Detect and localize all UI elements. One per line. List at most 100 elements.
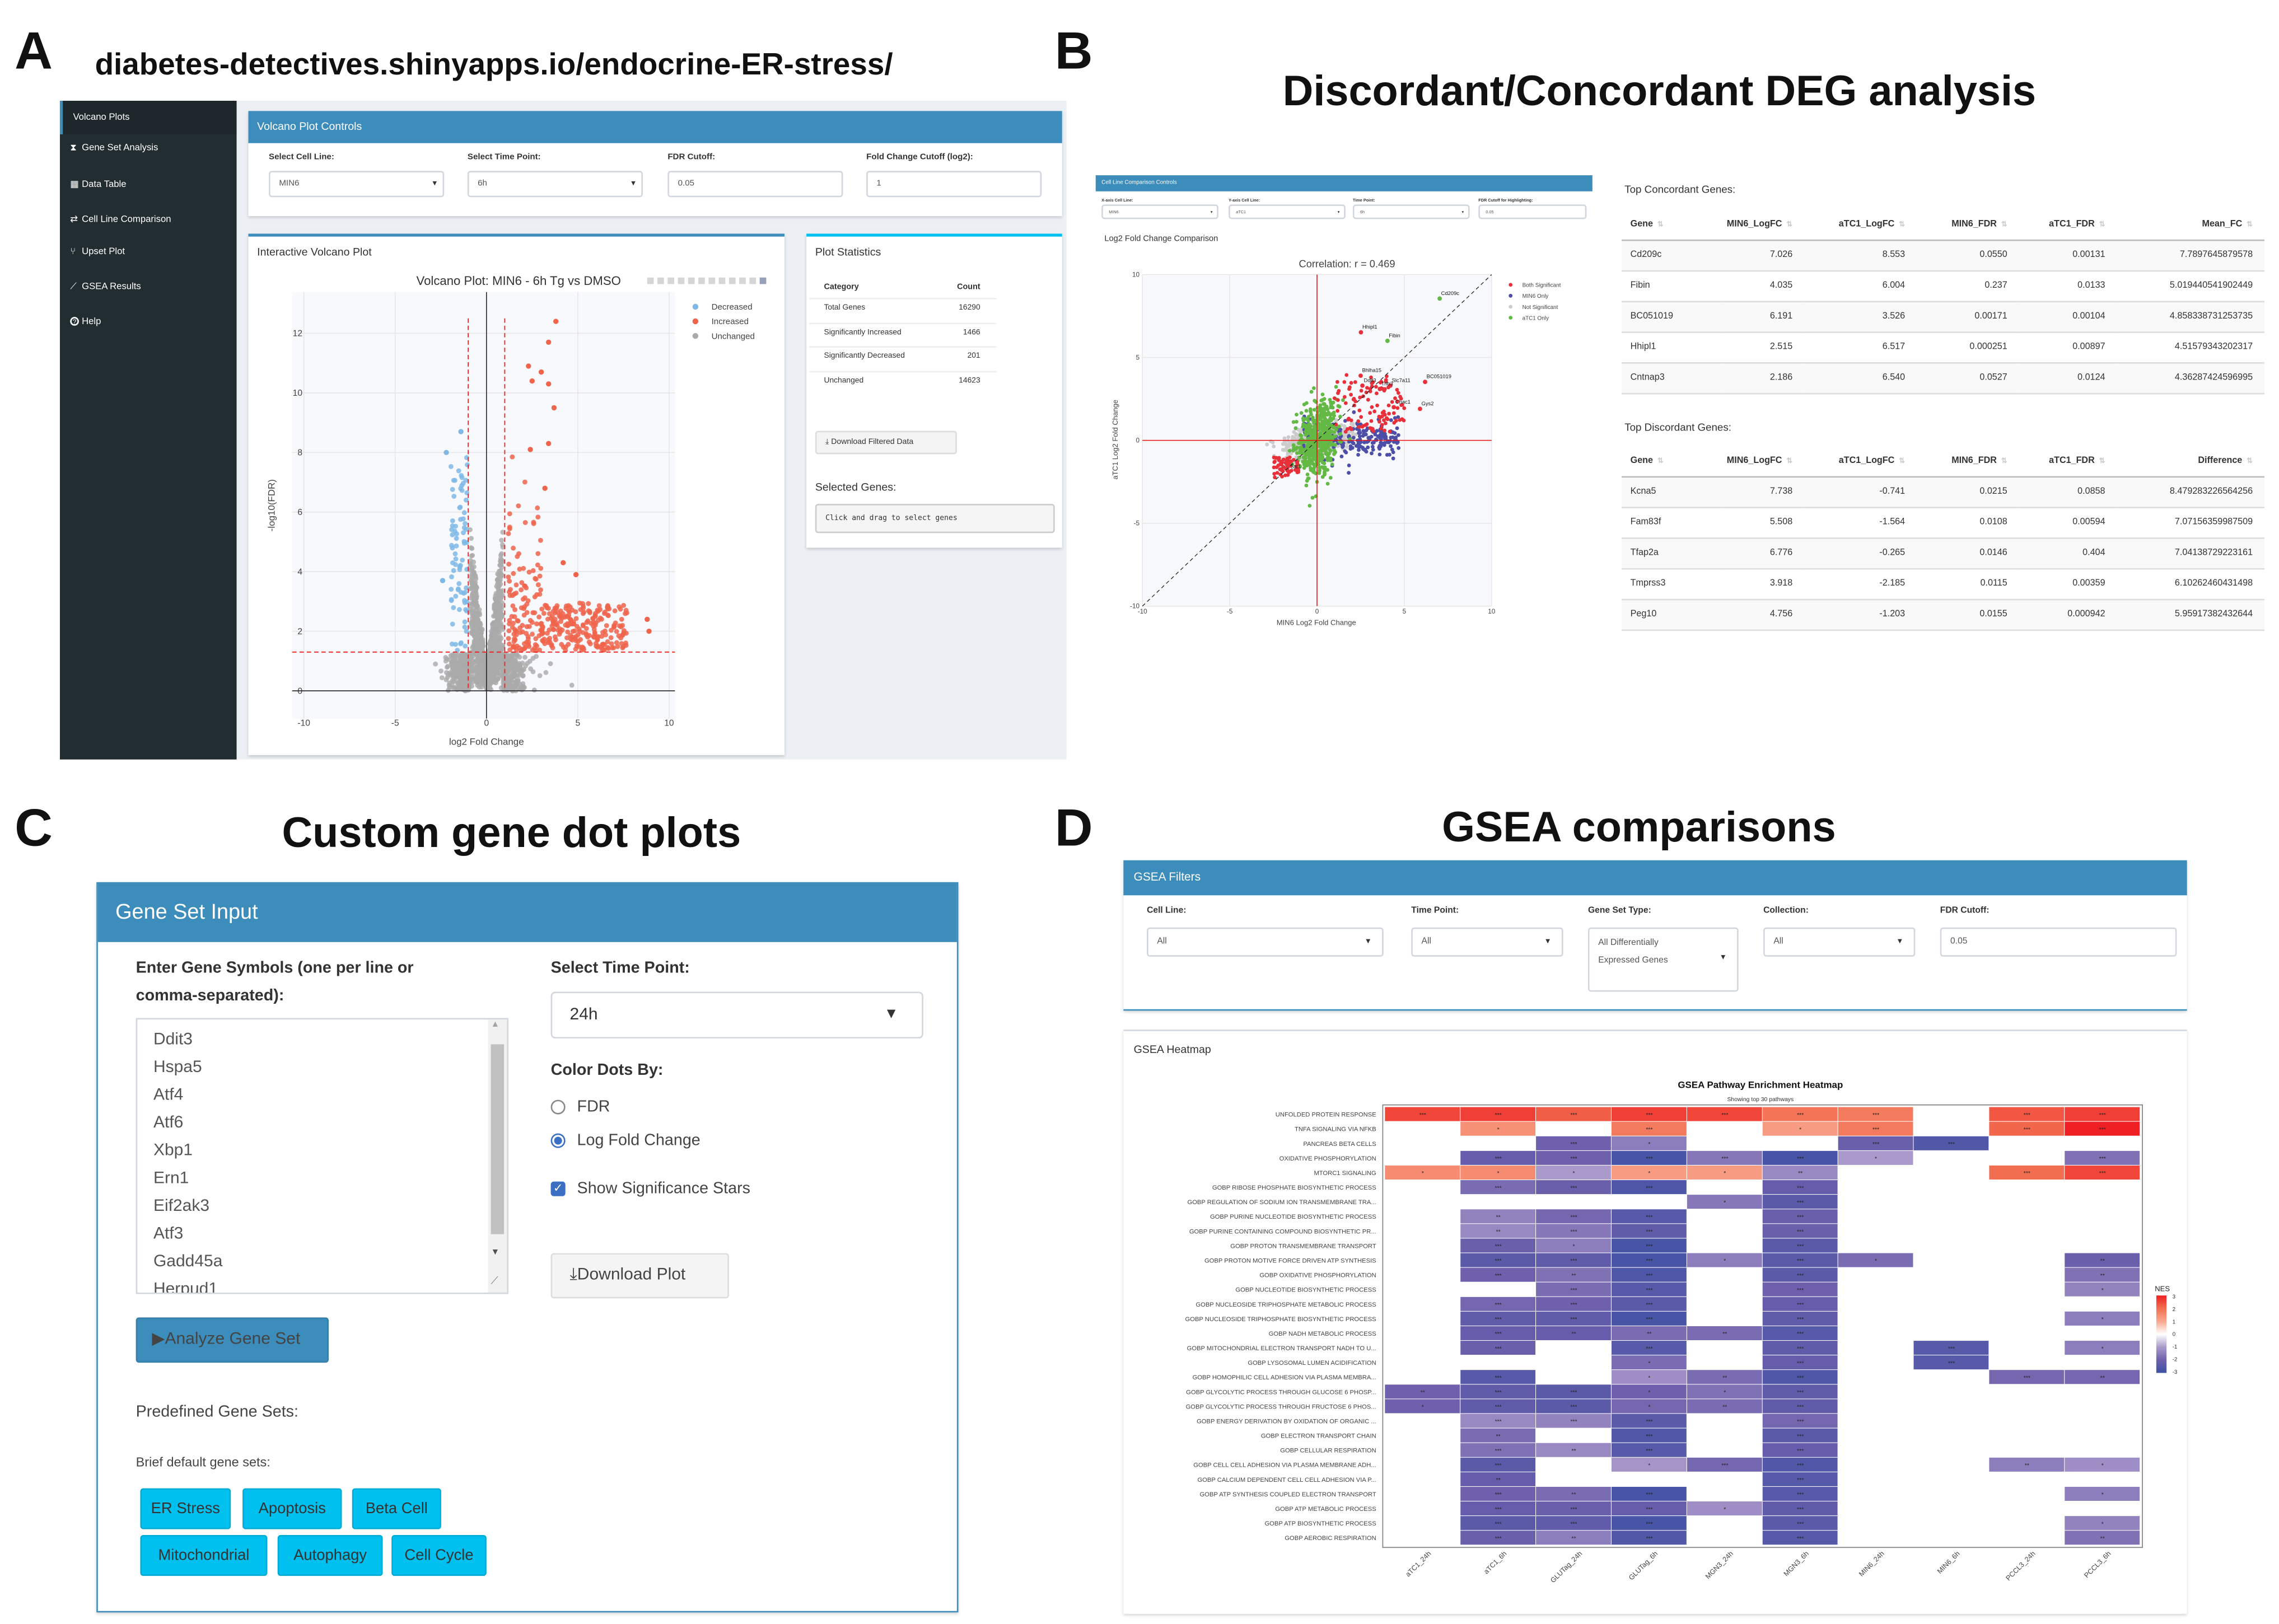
heatmap-cell	[1460, 1326, 1536, 1341]
volcano-point-decreased	[450, 545, 455, 551]
sort-icon[interactable]: ⇅	[1657, 456, 1664, 466]
scrollbar-thumb[interactable]	[491, 1044, 505, 1234]
gene-label: Bhlha15	[1362, 367, 1381, 373]
column-header[interactable]: aTC1_FDR ⇅	[2019, 209, 2117, 241]
sidebar-item-data-table[interactable]: ▦ Data Table	[60, 178, 237, 190]
sort-icon[interactable]: ⇅	[1899, 220, 1906, 229]
column-header[interactable]: aTC1_LogFC ⇅	[1804, 445, 1917, 477]
gene-set-button-apoptosis[interactable]: Apoptosis	[242, 1488, 342, 1529]
pathway-label: GOBP ATP BIOSYNTHETIC PROCESS	[1264, 1520, 1376, 1527]
textarea-scrollbar[interactable]: ▲ ▼ ⟋	[488, 1019, 507, 1293]
cell-line-select[interactable]: MIN6 ▾	[269, 171, 445, 198]
heatmap-cell	[2065, 1341, 2140, 1355]
x-axis-cell-line-select[interactable]: MIN6 ▾	[1101, 204, 1218, 219]
gene-set-button-beta-cell[interactable]: Beta Cell	[352, 1488, 441, 1529]
gsea-fdr-input[interactable]: 0.05	[1940, 927, 2177, 957]
sidebar-item-help[interactable]: ? Help	[60, 317, 237, 327]
column-header[interactable]: MIN6_LogFC ⇅	[1724, 445, 1805, 477]
point-atc1-only	[1338, 432, 1342, 436]
scroll-up-icon[interactable]: ▲	[491, 1021, 500, 1030]
table-row[interactable]: BC051019 6.191 3.526 0.00171 0.00104 4.858338…	[1621, 301, 2264, 333]
sidebar-item-gsea-results[interactable]: ⟋ GSEA Results	[60, 282, 237, 294]
highlight-fdr-input[interactable]: 0.05	[1478, 204, 1587, 219]
gene-symbols-textarea[interactable]: Ddit3 Hspa5 Atf4 Atf6 Xbp1 Ern1 Eif2ak3 Atf3 Gad…	[136, 1018, 508, 1294]
table-row[interactable]: Hhipl1 2.515 6.517 0.000251 0.00897 4.5157934…	[1621, 331, 2264, 363]
sort-icon[interactable]: ⇅	[2247, 456, 2253, 466]
column-header[interactable]: MIN6_FDR ⇅	[1917, 209, 2019, 241]
volcano-point-increased	[535, 582, 541, 588]
collection-select[interactable]: All ▾	[1763, 927, 1916, 957]
resize-handle-icon[interactable]: ⟋	[491, 1276, 498, 1287]
scroll-down-icon[interactable]: ▼	[491, 1248, 500, 1258]
column-header[interactable]: aTC1_LogFC ⇅	[1804, 209, 1917, 241]
column-header[interactable]: MIN6_LogFC ⇅	[1724, 209, 1805, 241]
volcano-point-increased	[514, 647, 519, 653]
significance-stars: ***	[1721, 1156, 1728, 1162]
table-row[interactable]: Peg10 4.756 -1.203 0.0155 0.000942 5.95917382…	[1621, 598, 2264, 630]
sort-icon[interactable]: ⇅	[2001, 456, 2007, 466]
column-header[interactable]: Gene ⇅	[1621, 445, 1724, 477]
download-plot-button[interactable]: ⤓Download Plot	[550, 1253, 729, 1299]
dot-time-point-select[interactable]: 24h ▼	[550, 991, 923, 1038]
heatmap-cell	[1611, 1341, 1687, 1355]
volcano-point-unchanged	[458, 656, 464, 662]
time-point-select[interactable]: 6h ▾	[467, 171, 643, 198]
heatmap-cell	[1536, 1399, 1611, 1414]
significance-stars: ***	[1797, 1214, 1804, 1220]
volcano-point-unchanged	[494, 600, 499, 605]
sidebar-item-cell-line-comparison[interactable]: ⇄ Cell Line Comparison	[60, 213, 237, 225]
radio-fdr[interactable]: FDR	[550, 1098, 610, 1116]
gene-set-button-cell-cycle[interactable]: Cell Cycle	[391, 1535, 487, 1576]
significance-stars: ***	[1948, 1141, 1955, 1148]
download-filtered-data-button[interactable]: ⤓ Download Filtered Data	[815, 430, 957, 455]
table-row[interactable]: Kcna5 7.738 -0.741 0.0215 0.0858 8.4792832265…	[1621, 476, 2264, 508]
volcano-plot[interactable]: Volcano Plot: MIN6 - 6h Tg vs DMSO -10 -5 0…	[249, 233, 785, 755]
sidebar-item-gene-set-analysis[interactable]: ⧗ Gene Set Analysis	[60, 143, 237, 155]
sort-icon[interactable]: ⇅	[2099, 220, 2105, 229]
gene-set-type-select[interactable]: All Differentially Expressed Genes ▾	[1587, 927, 1739, 992]
show-significance-stars-checkbox[interactable]: ✓ Show Significance Stars	[550, 1180, 750, 1197]
sort-icon[interactable]: ⇅	[1786, 220, 1793, 229]
column-header[interactable]: Mean_FC ⇅	[2117, 209, 2264, 241]
volcano-point-increased	[583, 626, 589, 631]
table-row[interactable]: Tfap2a 6.776 -0.265 0.0146 0.404 7.0413872922…	[1621, 537, 2264, 569]
volcano-point-unchanged	[449, 659, 455, 665]
gsea-cell-line-select[interactable]: All ▾	[1147, 927, 1384, 957]
sort-icon[interactable]: ⇅	[1899, 456, 1906, 466]
table-row[interactable]: Cd209c 7.026 8.553 0.0550 0.00131 7.789764587…	[1621, 239, 2264, 271]
heatmap-cell	[1611, 1121, 1687, 1136]
y-axis-cell-line-select[interactable]: aTC1 ▾	[1229, 204, 1346, 219]
gene-set-button-autophagy[interactable]: Autophagy	[277, 1535, 383, 1576]
heatmap-cell	[1611, 1224, 1687, 1238]
point-min6-only	[1347, 471, 1351, 475]
sidebar-item-upset-plot[interactable]: ⑂ Upset Plot	[60, 247, 237, 257]
sort-icon[interactable]: ⇅	[1786, 456, 1793, 466]
gene-set-button-er-stress[interactable]: ER Stress	[140, 1488, 231, 1529]
fdr-cutoff-input[interactable]: 0.05	[667, 171, 843, 198]
volcano-point-unchanged	[466, 682, 471, 687]
table-row[interactable]: Cntnap3 2.186 6.540 0.0527 0.0124 4.362874245…	[1621, 362, 2264, 394]
table-row[interactable]: Tmprss3 3.918 -2.185 0.0115 0.00359 6.1026246…	[1621, 568, 2264, 600]
gsea-time-point-select[interactable]: All ▾	[1411, 927, 1563, 957]
sort-icon[interactable]: ⇅	[2247, 220, 2253, 229]
volcano-point-unchanged	[491, 620, 497, 625]
table-row[interactable]: Fam83f 5.508 -1.564 0.0108 0.00594 7.07156359…	[1621, 507, 2264, 539]
column-header[interactable]: Difference ⇅	[2117, 445, 2264, 477]
sort-icon[interactable]: ⇅	[2001, 220, 2007, 229]
gene-set-button-mitochondrial[interactable]: Mitochondrial	[140, 1535, 268, 1576]
column-header[interactable]: Gene ⇅	[1621, 209, 1724, 241]
column-header[interactable]: aTC1_FDR ⇅	[2019, 445, 2117, 477]
table-cell: -1.564	[1804, 507, 1917, 539]
analyze-gene-set-button[interactable]: ▶Analyze Gene Set	[136, 1317, 329, 1363]
fold-change-cutoff-input[interactable]: 1	[866, 171, 1042, 198]
table-row[interactable]: Fibin 4.035 6.004 0.237 0.0133 5.019440541902…	[1621, 270, 2264, 302]
concordance-scatter-plot[interactable]: Correlation: r = 0.469 -10 -5 0 5 10 10 5 0 -5 -10…	[1096, 249, 1593, 635]
column-header[interactable]: MIN6_FDR ⇅	[1917, 445, 2019, 477]
radio-log-fold-change[interactable]: Log Fold Change	[550, 1132, 700, 1149]
significance-stars: ***	[1797, 1536, 1804, 1542]
sidebar-item-volcano-plots[interactable]: Volcano Plots	[59, 101, 237, 135]
sort-icon[interactable]: ⇅	[2099, 456, 2105, 466]
comparison-time-select[interactable]: 6h ▾	[1352, 204, 1470, 219]
sort-icon[interactable]: ⇅	[1657, 220, 1664, 229]
